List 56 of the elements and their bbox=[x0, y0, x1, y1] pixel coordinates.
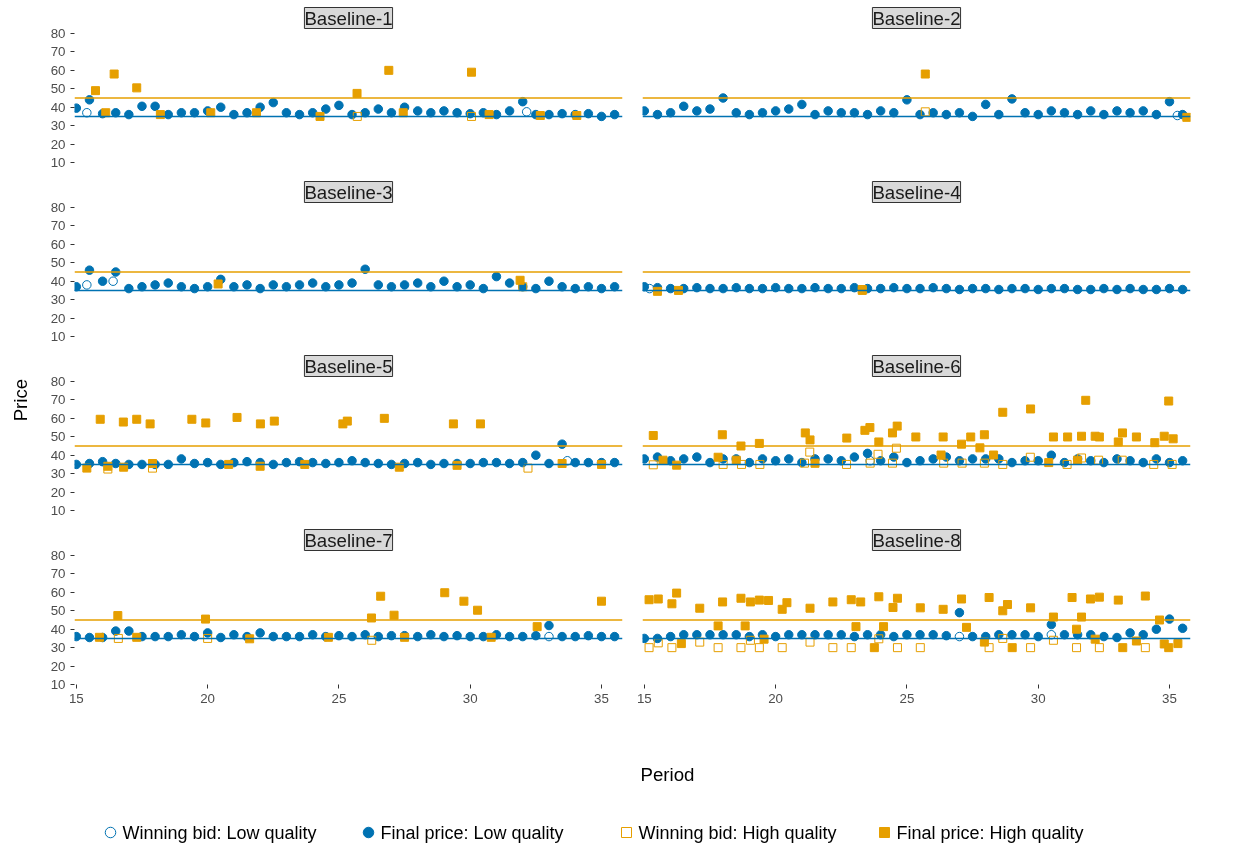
chart-title: Baseline-3 bbox=[304, 181, 393, 203]
y-tick-label: 40 bbox=[50, 273, 66, 289]
chart-title: Baseline-2 bbox=[872, 7, 961, 29]
y-axis-title: Price bbox=[9, 378, 31, 422]
y-tick-label: 20 bbox=[50, 484, 66, 500]
y-tick-label: 10 bbox=[50, 329, 66, 344]
x-tick-label: 35 bbox=[594, 690, 609, 706]
x-tick-label: 20 bbox=[200, 690, 216, 706]
y-tick-label: 20 bbox=[50, 658, 66, 674]
y-tick-label: 50 bbox=[50, 603, 66, 619]
y-tick-label: 60 bbox=[50, 236, 66, 252]
y-tick-label: 50 bbox=[50, 81, 66, 97]
x-axis-title: Period bbox=[640, 764, 695, 785]
y-tick-label: 30 bbox=[50, 292, 66, 308]
legend-label: Winning bid: High quality bbox=[638, 822, 837, 843]
y-tick-label: 40 bbox=[50, 621, 66, 637]
y-tick-label: 70 bbox=[50, 566, 66, 582]
y-tick-label: 30 bbox=[50, 466, 66, 482]
chart-title: Baseline-1 bbox=[304, 7, 393, 29]
x-tick-label: 25 bbox=[899, 690, 915, 706]
x-tick-label: 30 bbox=[1030, 690, 1046, 706]
x-tick-label: 20 bbox=[768, 690, 784, 706]
x-tick-label: 15 bbox=[636, 690, 652, 706]
x-tick-label: 15 bbox=[68, 690, 84, 706]
x-tick-label: 35 bbox=[1162, 690, 1177, 706]
y-tick-label: 40 bbox=[50, 99, 66, 115]
y-tick-label: 30 bbox=[50, 118, 66, 134]
legend-label: Final price: Low quality bbox=[380, 822, 564, 843]
y-tick-label: 70 bbox=[50, 392, 66, 408]
y-tick-label: 20 bbox=[50, 310, 66, 326]
y-tick-label: 60 bbox=[50, 584, 66, 600]
y-tick-label: 30 bbox=[50, 640, 66, 656]
y-tick-label: 70 bbox=[50, 218, 66, 234]
y-tick-label: 80 bbox=[50, 26, 66, 41]
chart-title: Baseline-5 bbox=[304, 355, 393, 377]
x-tick-label: 30 bbox=[462, 690, 478, 706]
y-tick-label: 80 bbox=[50, 548, 66, 563]
y-tick-label: 20 bbox=[50, 136, 66, 152]
y-tick-label: 10 bbox=[50, 155, 66, 170]
legend-label: Final price: High quality bbox=[896, 822, 1084, 843]
y-tick-label: 40 bbox=[50, 447, 66, 463]
chart-title: Baseline-4 bbox=[872, 181, 961, 203]
legend-label: Winning bid: Low quality bbox=[122, 822, 317, 843]
y-tick-label: 60 bbox=[50, 62, 66, 78]
y-tick-label: 70 bbox=[50, 44, 66, 60]
y-tick-label: 50 bbox=[50, 429, 66, 445]
y-tick-label: 80 bbox=[50, 200, 66, 215]
y-tick-label: 50 bbox=[50, 255, 66, 271]
chart-title: Baseline-6 bbox=[872, 355, 961, 377]
y-tick-label: 10 bbox=[50, 677, 66, 692]
y-tick-label: 60 bbox=[50, 410, 66, 426]
y-tick-label: 10 bbox=[50, 503, 66, 518]
chart-title: Baseline-7 bbox=[304, 529, 393, 551]
chart-title: Baseline-8 bbox=[872, 529, 961, 551]
y-tick-label: 80 bbox=[50, 374, 66, 389]
x-tick-label: 25 bbox=[331, 690, 347, 706]
